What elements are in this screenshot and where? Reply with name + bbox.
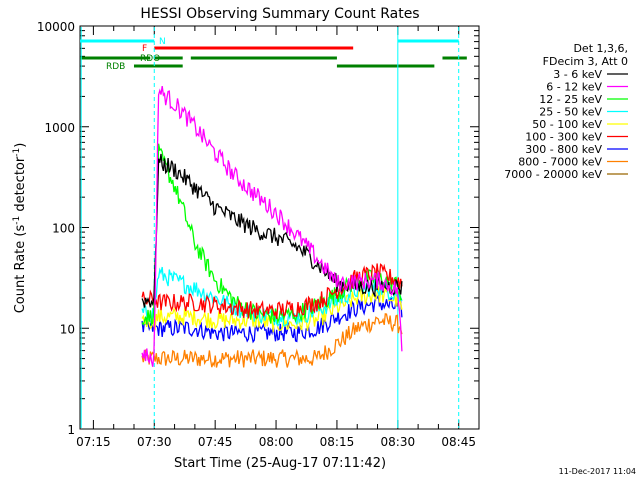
y-tick-label: 1000 — [44, 121, 75, 135]
x-tick-label: 07:45 — [198, 435, 233, 449]
y-tick-label: 10 — [60, 322, 75, 336]
x-tick-label: 07:15 — [76, 435, 111, 449]
legend-label: 6 - 12 keV — [546, 81, 602, 94]
series-line — [141, 153, 403, 308]
legend-label: 3 - 6 keV — [553, 68, 602, 81]
status-bar-label: RDO — [140, 54, 160, 64]
y-tick-label: 10000 — [37, 20, 75, 34]
legend-label: 800 - 7000 keV — [518, 156, 602, 169]
chart-title: HESSI Observing Summary Count Rates — [140, 6, 419, 22]
legend-header-line-1: Det 1,3,6, — [573, 42, 628, 55]
y-axis-ticks: 1 10 100 1000 10000 — [37, 20, 479, 437]
x-tick-label: 08:30 — [381, 435, 416, 449]
x-tick-label: 08:45 — [441, 435, 476, 449]
legend-header-line-2: FDecim 3, Att 0 — [543, 55, 628, 68]
x-axis-label: Start Time (25-Aug-17 07:11:42) — [174, 456, 386, 471]
legend-label: 50 - 100 keV — [532, 118, 602, 131]
x-tick-label: 08:15 — [320, 435, 355, 449]
y-axis-label: Count Rate (s-1 detector-1) — [12, 143, 28, 314]
vertical-markers — [80, 27, 460, 428]
series-lines — [141, 86, 403, 368]
y-tick-label: 100 — [52, 222, 75, 236]
legend-label: 300 - 800 keV — [525, 143, 602, 156]
series-line — [141, 313, 403, 368]
x-tick-label: 07:30 — [137, 435, 172, 449]
status-bar-label: F — [142, 44, 147, 54]
status-bar-label: RDB — [106, 62, 125, 72]
series-line — [141, 294, 403, 344]
y-tick-label: 1 — [67, 423, 75, 437]
x-axis-ticks: 07:15 07:30 07:45 08:00 08:15 08:30 08:45 — [76, 26, 476, 449]
x-tick-label: 08:00 — [259, 435, 294, 449]
legend-label: 100 - 300 keV — [525, 131, 602, 144]
legend-label: 7000 - 20000 keV — [504, 168, 602, 181]
status-bar-label: N — [159, 37, 166, 47]
legend-label: 25 - 50 keV — [539, 106, 602, 119]
series-line — [141, 285, 403, 333]
series-line — [141, 86, 403, 367]
footer-date: 11-Dec-2017 11:04 — [559, 467, 636, 476]
legend-label: 12 - 25 keV — [539, 93, 602, 106]
